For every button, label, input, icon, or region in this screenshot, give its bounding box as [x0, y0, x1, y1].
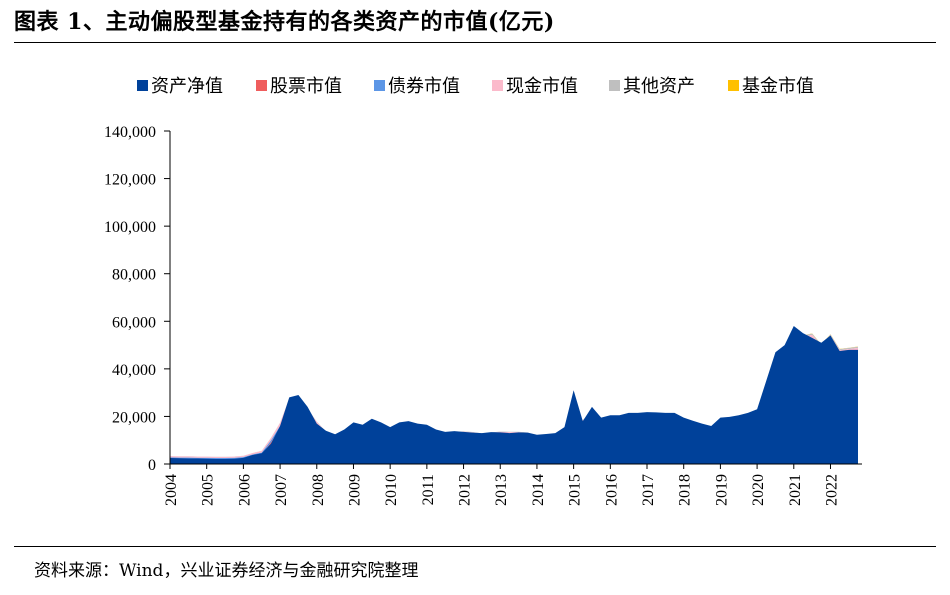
legend-label: 基金市值 [742, 76, 814, 97]
legend-label: 债券市值 [388, 76, 460, 97]
y-tick-label: 40,000 [112, 362, 156, 379]
x-tick-label: 2004 [163, 474, 180, 506]
x-tick-label: 2005 [200, 474, 217, 506]
bottom-divider [14, 546, 936, 547]
y-tick-label: 80,000 [112, 267, 156, 284]
x-tick-label: 2012 [457, 474, 474, 506]
x-tick-label: 2006 [236, 474, 253, 506]
chart-legend: 资产净值 股票市值 债券市值 现金市值 其他资产 基金市值 [137, 76, 814, 97]
source-note: 资料来源：Wind，兴业证券经济与金融研究院整理 [34, 561, 419, 581]
y-tick-label: 0 [148, 457, 156, 474]
chart-areas [170, 326, 858, 464]
legend-swatch [256, 80, 267, 91]
top-divider [14, 42, 936, 43]
x-tick-label: 2011 [420, 474, 437, 505]
x-tick-label: 2007 [273, 474, 290, 506]
x-tick-label: 2022 [823, 474, 840, 506]
x-tick-label: 2014 [530, 474, 547, 506]
x-tick-label: 2017 [640, 474, 657, 506]
y-tick-label: 120,000 [104, 172, 156, 189]
x-tick-label: 2013 [493, 474, 510, 506]
y-tick-label: 100,000 [104, 219, 156, 236]
y-tick-label: 20,000 [112, 409, 156, 426]
x-tick-label: 2020 [750, 474, 767, 506]
y-tick-label: 140,000 [104, 124, 156, 141]
area-资产净值 [170, 326, 858, 464]
legend-swatch [492, 80, 503, 91]
x-tick-label: 2021 [787, 474, 804, 506]
legend-label: 现金市值 [506, 76, 578, 97]
x-tick-label: 2015 [567, 474, 584, 506]
legend-label: 股票市值 [270, 76, 342, 97]
legend-label: 资产净值 [151, 76, 223, 97]
legend-swatch [609, 80, 620, 91]
chart-axes: 0 20,000 40,000 60,000 80,000 100,000 120,000 1… [104, 124, 862, 506]
x-tick-label: 2019 [713, 474, 730, 506]
x-tick-label: 2018 [677, 474, 694, 506]
x-tick-label: 2016 [603, 474, 620, 506]
y-tick-label: 60,000 [112, 314, 156, 331]
x-tick-label: 2009 [346, 474, 363, 506]
legend-swatch [728, 80, 739, 91]
legend-swatch [137, 80, 148, 91]
x-tick-label: 2010 [383, 474, 400, 506]
x-tick-label: 2008 [310, 474, 327, 506]
legend-label: 其他资产 [623, 76, 695, 97]
page-title: 图表 1、主动偏股型基金持有的各类资产的市值(亿元) [14, 9, 555, 35]
legend-swatch [374, 80, 385, 91]
